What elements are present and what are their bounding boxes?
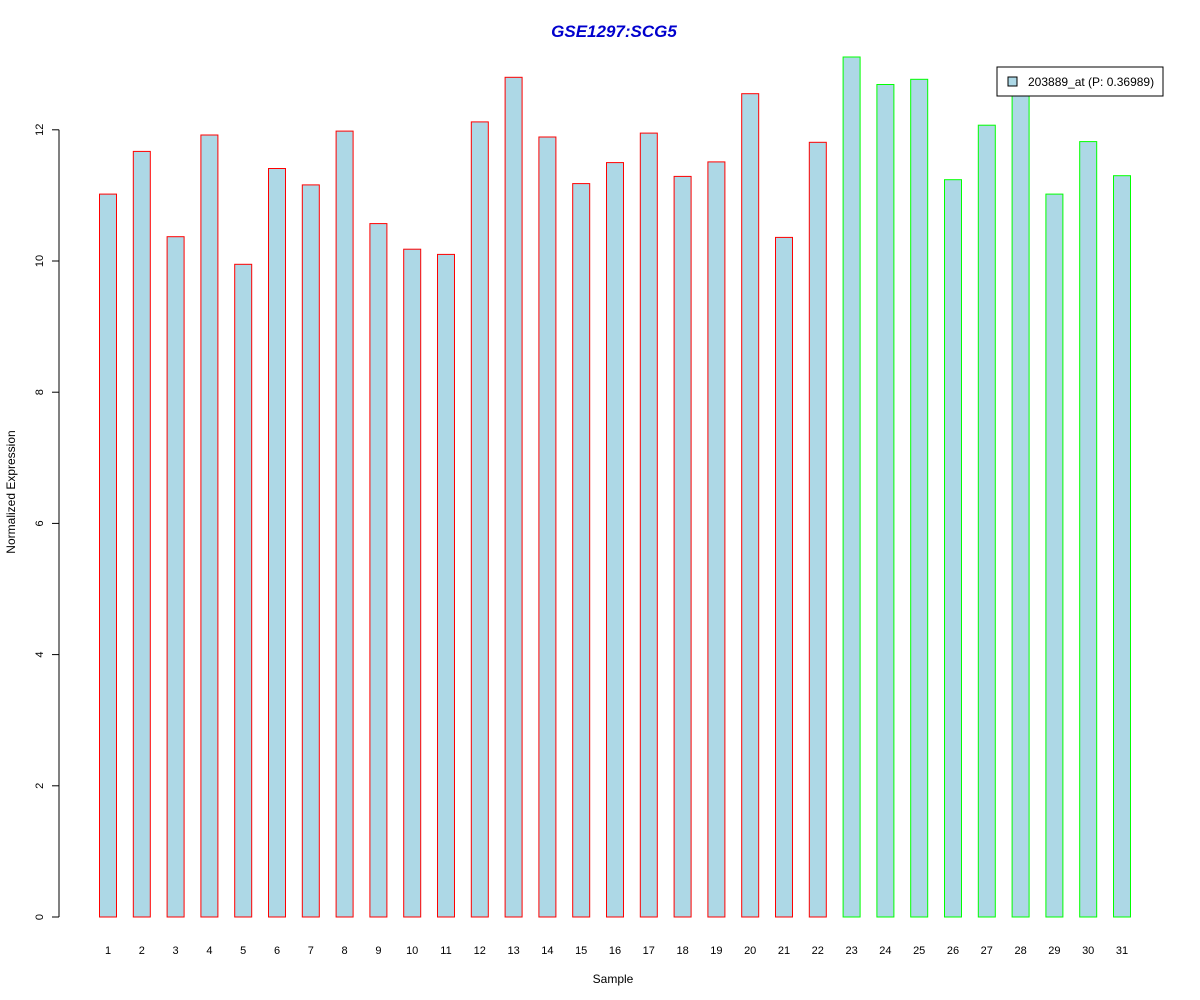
x-tick-label: 10 (406, 945, 418, 957)
x-tick-label: 20 (744, 945, 756, 957)
x-tick-label: 8 (342, 945, 348, 957)
x-tick-label: 29 (1048, 945, 1060, 957)
x-tick-label: 9 (375, 945, 381, 957)
bar-sample-23 (842, 56, 861, 918)
bar-sample-28 (1011, 88, 1030, 918)
x-tick-label: 22 (812, 945, 824, 957)
x-tick-label: 31 (1116, 945, 1128, 957)
y-tick-label: 6 (34, 520, 46, 526)
bar-sample-19 (707, 161, 726, 918)
x-tick-label: 4 (206, 945, 212, 957)
bar-sample-18 (673, 175, 692, 918)
x-tick-label: 17 (643, 945, 655, 957)
bar-sample-25 (910, 78, 929, 918)
y-tick-label: 10 (34, 255, 46, 267)
y-axis-title: Normalized Expression (4, 430, 18, 553)
y-tick-label: 8 (34, 389, 46, 395)
bar-sample-29 (1045, 193, 1064, 918)
x-axis-title: Sample (593, 972, 634, 986)
bar-sample-4 (200, 134, 219, 918)
x-tick-label: 21 (778, 945, 790, 957)
bar-sample-27 (977, 124, 996, 918)
legend-box (996, 66, 1164, 97)
bar-sample-31 (1113, 175, 1131, 918)
x-tick-label: 27 (981, 945, 993, 957)
bar-sample-11 (437, 253, 455, 918)
bar-sample-9 (369, 223, 388, 918)
x-tick-label: 3 (173, 945, 179, 957)
x-tick-label: 25 (913, 945, 925, 957)
x-tick-label: 6 (274, 945, 280, 957)
y-axis: 0 2 4 6 8 10 12 (34, 124, 60, 920)
x-tick-label: 24 (879, 945, 891, 957)
bar-sample-21 (775, 236, 793, 918)
bar-sample-15 (572, 183, 591, 918)
bar-sample-3 (166, 236, 185, 918)
y-tick-label: 4 (34, 652, 46, 658)
bar-sample-26 (944, 179, 962, 918)
chart-title: GSE1297:SCG5 (551, 22, 677, 41)
x-tick-label: 1 (105, 945, 111, 957)
bar-sample-10 (403, 248, 422, 918)
x-tick-label: 5 (240, 945, 246, 957)
y-tick-label: 0 (34, 914, 46, 920)
x-tick-label: 26 (947, 945, 959, 957)
x-tick-label: 18 (676, 945, 688, 957)
x-tick-label: 14 (541, 945, 553, 957)
bar-sample-13 (504, 76, 523, 918)
bar-sample-16 (606, 162, 624, 918)
bar-sample-6 (268, 168, 286, 918)
legend: 203889_at (P: 0.36989) (996, 66, 1164, 97)
x-tick-label: 7 (308, 945, 314, 957)
x-tick-label: 15 (575, 945, 587, 957)
y-tick-label: 12 (34, 124, 46, 136)
bar-sample-1 (99, 193, 117, 918)
bar-sample-2 (132, 150, 151, 918)
legend-label: 203889_at (P: 0.36989) (1028, 75, 1154, 89)
legend-swatch (1007, 76, 1018, 87)
bars-group (99, 56, 1131, 918)
y-tick-label: 2 (34, 783, 46, 789)
bar-sample-22 (808, 141, 827, 918)
x-tick-label: 30 (1082, 945, 1094, 957)
x-tick-label: 16 (609, 945, 621, 957)
x-tick-label: 19 (710, 945, 722, 957)
x-tick-label: 12 (474, 945, 486, 957)
bar-sample-12 (470, 121, 489, 918)
bar-sample-30 (1079, 141, 1098, 918)
x-tick-label: 28 (1014, 945, 1026, 957)
bar-sample-17 (639, 132, 658, 918)
x-tick-label: 13 (507, 945, 519, 957)
x-tick-label: 2 (139, 945, 145, 957)
x-tick-label: 11 (440, 945, 451, 957)
bar-sample-20 (741, 93, 760, 918)
bar-sample-14 (538, 136, 557, 918)
bar-sample-24 (876, 84, 895, 918)
bar-sample-5 (234, 263, 253, 918)
x-tick-label: 23 (845, 945, 857, 957)
bar-sample-8 (335, 130, 354, 918)
bar-sample-7 (301, 184, 320, 918)
x-tick-labels: 1 2 3 4 5 6 7 8 9 10 11 12 13 14 15 16 17 18 19 20 21 22 23 24 2… (105, 945, 1128, 957)
